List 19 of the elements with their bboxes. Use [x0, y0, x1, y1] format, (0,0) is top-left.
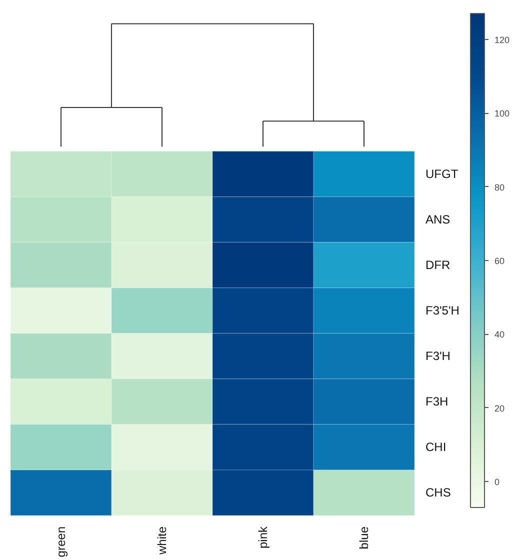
color-bar-label: 40 — [494, 330, 505, 340]
x-tick-label: white — [155, 526, 169, 556]
y-tick-label: DFR — [426, 258, 450, 272]
y-tick-label: CHI — [426, 440, 446, 454]
y-tick-label: ANS — [426, 212, 450, 227]
color-bar-label: 120 — [494, 34, 510, 45]
color-bar-label: 100 — [494, 108, 510, 119]
x-tick-label: pink — [256, 526, 270, 549]
y-tick-label: UFGT — [426, 166, 459, 181]
y-tick-label: F3H — [426, 394, 448, 409]
color-bar-label: 20 — [494, 403, 505, 414]
x-tick-label: blue — [357, 526, 371, 550]
color-bar-label: 80 — [494, 182, 505, 192]
x-tick-label: green — [54, 526, 68, 558]
y-tick-label: CHS — [426, 486, 451, 500]
color-bar-label: 60 — [494, 256, 505, 266]
y-tick-label: F3'5'H — [426, 304, 460, 318]
color-bar-label: 0 — [494, 477, 500, 488]
y-tick-label: F3'H — [426, 349, 450, 364]
